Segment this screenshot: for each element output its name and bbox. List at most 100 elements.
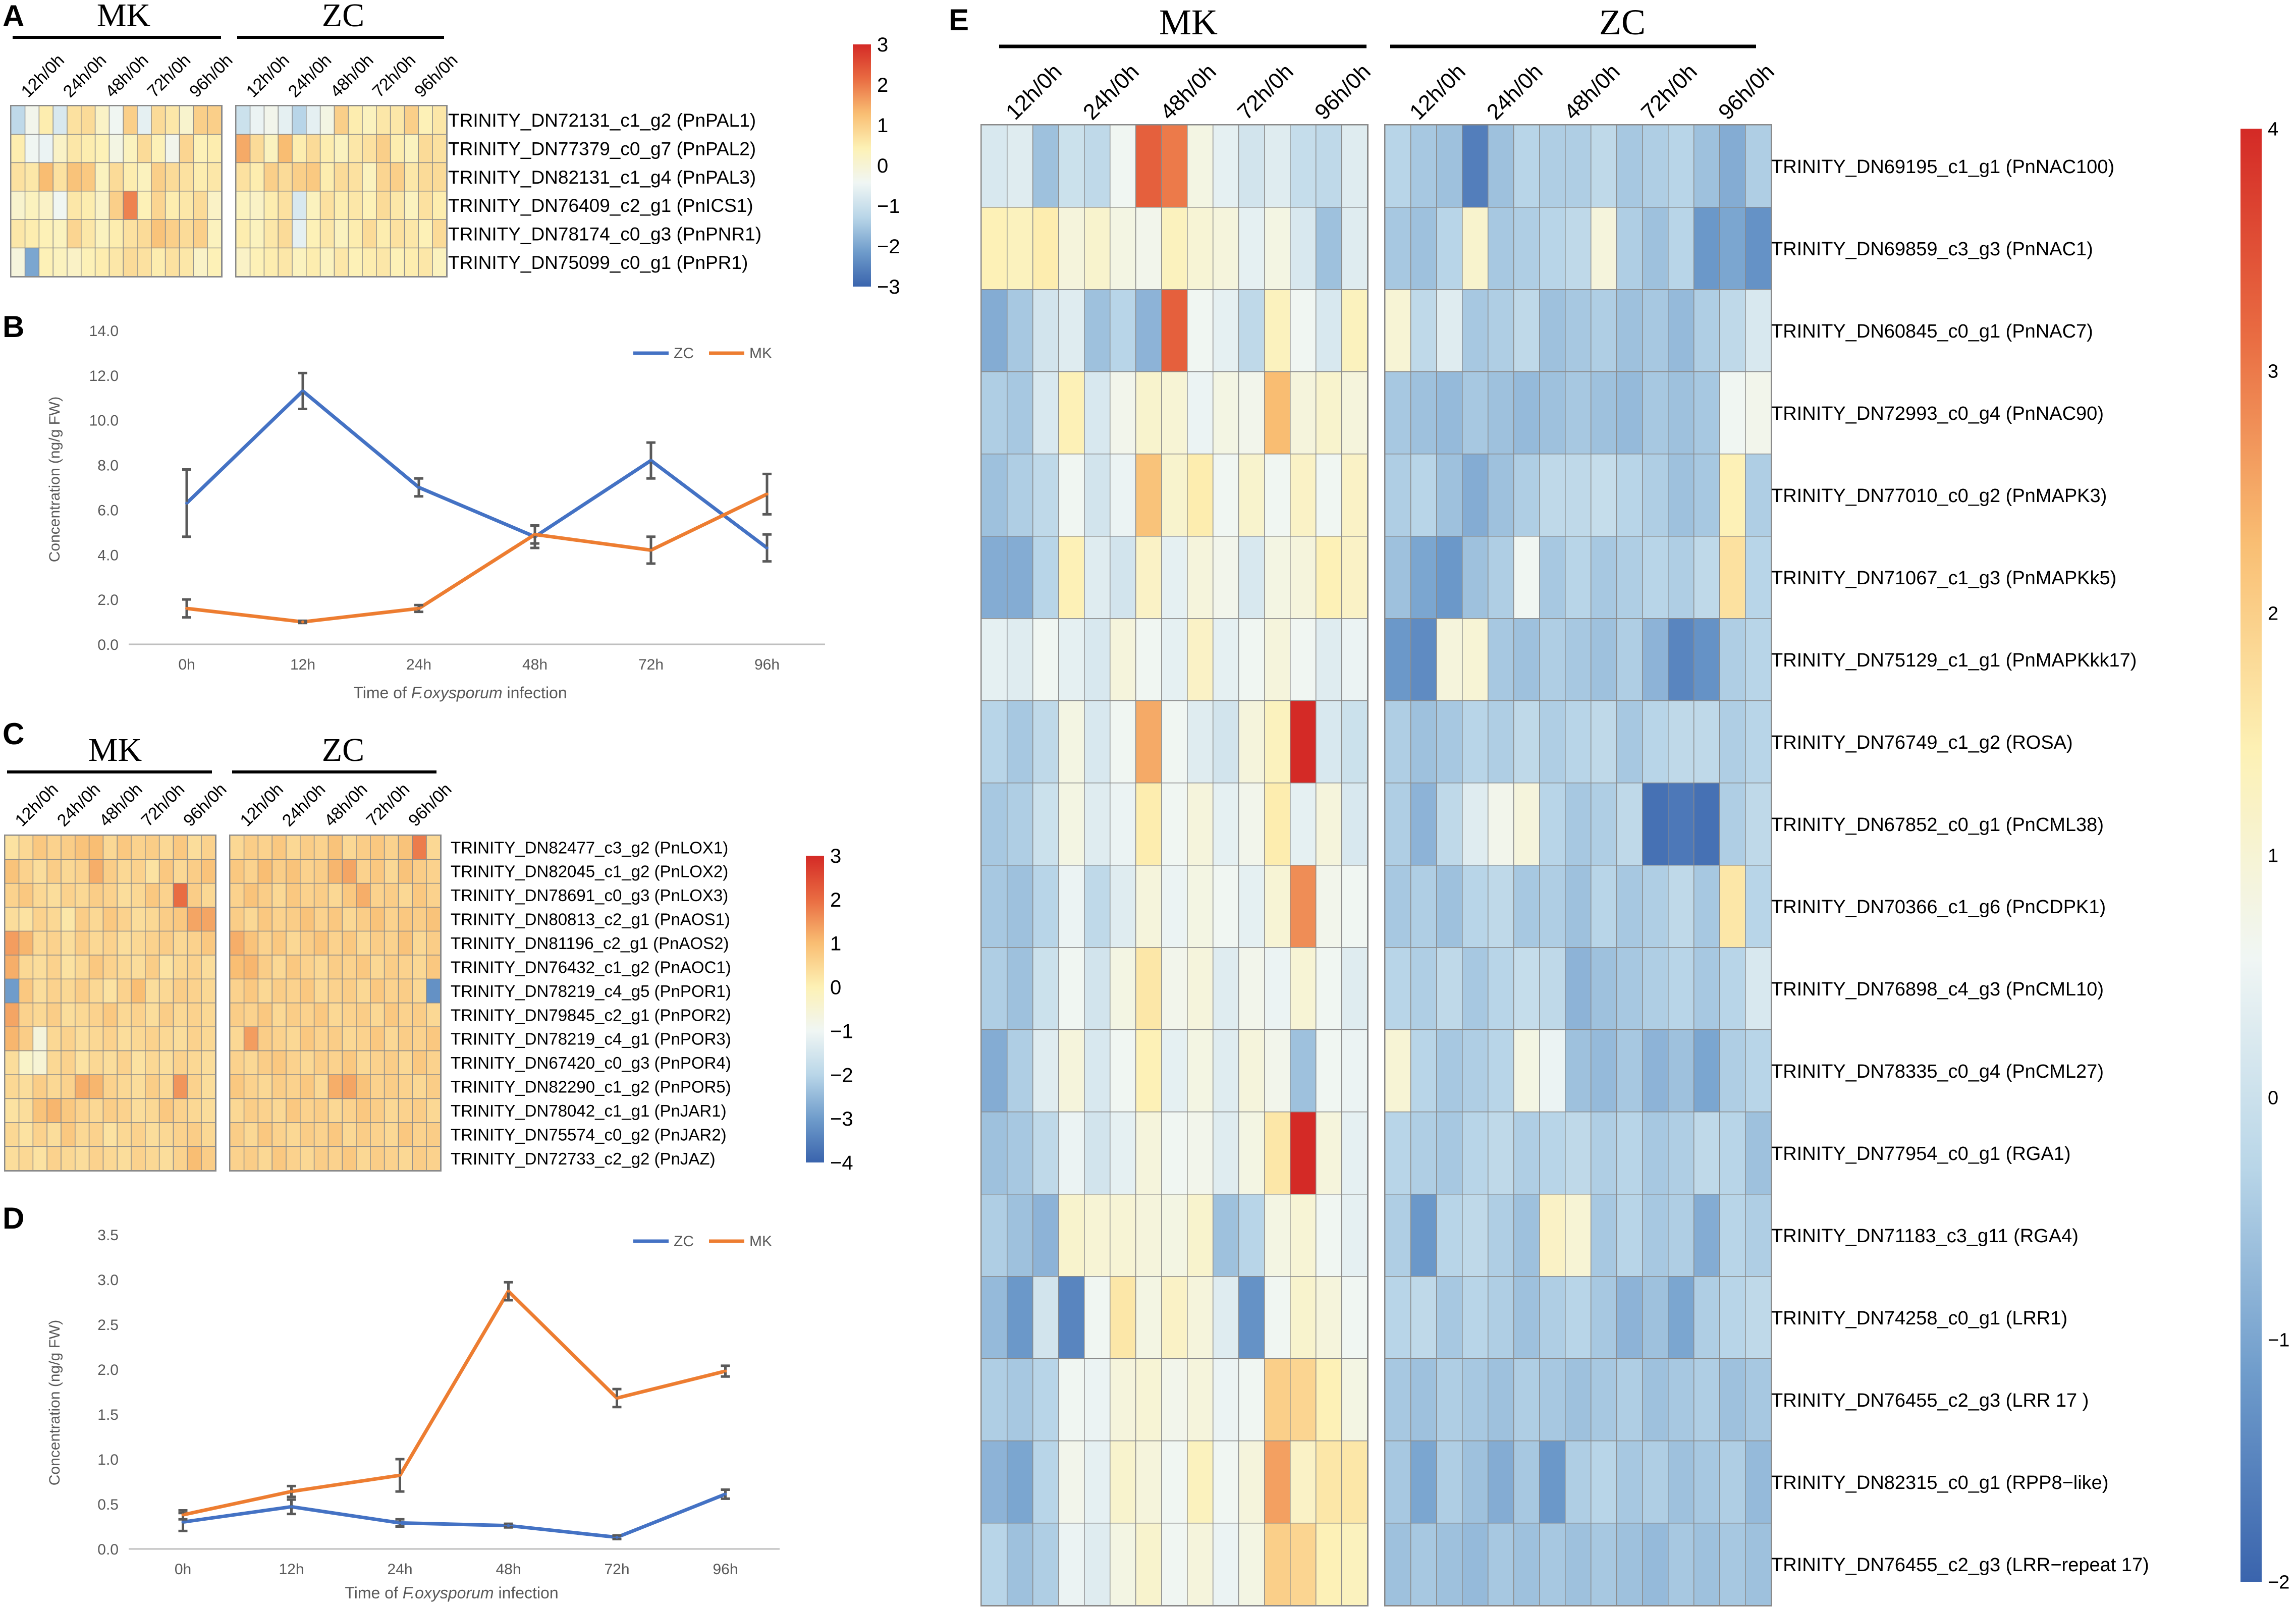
heatmap-cell [1385,865,1410,947]
heatmap-cell [201,1147,215,1170]
heatmap-cell [356,1123,370,1146]
gene-label: TRINITY_DN82315_c0_g1 (RPP8−like) [1771,1472,2108,1493]
heatmap-cell [342,859,356,883]
heatmap-cell [174,1027,187,1050]
heatmap-cell [1437,290,1462,371]
heatmap-cell [1342,1030,1367,1112]
heatmap-cell [1411,372,1436,454]
heatmap-cell [230,1099,244,1123]
heatmap-cell [1745,454,1771,536]
data-point [533,533,536,536]
heatmap-cell [159,836,173,859]
heatmap-cell [1059,948,1084,1029]
color-scale-tick: 3 [877,34,888,56]
x-tick-label: 12h [290,656,315,673]
heatmap-cell [412,883,426,907]
heatmap-cell [1033,619,1058,700]
heatmap-cell [1110,372,1135,454]
heatmap-cell [1745,1194,1771,1276]
heatmap-cell [1007,948,1032,1029]
heatmap-cell [1084,1359,1110,1440]
time-label: 72h/0h [363,780,413,830]
heatmap-cell [236,134,250,162]
heatmap-cell [399,1003,412,1027]
heatmap-cell [1617,1112,1642,1194]
heatmap-cell [19,955,33,979]
heatmap-cell [1033,1523,1058,1605]
heatmap-cell [1617,701,1642,783]
heatmap-cell [1591,1441,1616,1523]
heatmap-cell [1342,1441,1367,1523]
panel-d-letter: D [3,1201,24,1235]
heatmap-cell [145,907,159,931]
heatmap-cell [1059,454,1084,536]
heatmap-cell [1591,1277,1616,1358]
heatmap-cell [385,1003,398,1027]
heatmap-cell [1437,1359,1462,1440]
heatmap-cell [11,248,25,276]
heatmap-cell [131,1075,145,1098]
heatmap-cell [1668,454,1693,536]
heatmap-cell [258,979,272,1003]
heatmap-cell [335,191,348,219]
x-tick-label: 24h [406,656,431,673]
heatmap-cell [1694,701,1719,783]
heatmap-cell [180,191,193,219]
legend-label-zc: ZC [674,345,694,362]
panel-c-heatmap-mk [4,835,216,1172]
heatmap-cell [236,191,250,219]
heatmap-cell [1059,1194,1084,1276]
heatmap-cell [1213,454,1238,536]
heatmap-cell [272,979,286,1003]
heatmap-cell [320,248,334,276]
heatmap-cell [110,191,123,219]
heatmap-cell [1385,1277,1410,1358]
heatmap-cell [1136,619,1161,700]
heatmap-cell [258,1147,272,1170]
heatmap-cell [159,1099,173,1123]
heatmap-cell [1720,701,1745,783]
heatmap-cell [201,979,215,1003]
series-line-mk [182,1289,726,1517]
color-scale-tick: −2 [877,236,900,258]
heatmap-cell [370,907,384,931]
heatmap-cell [47,907,61,931]
heatmap-cell [1136,454,1161,536]
heatmap-cell [131,979,145,1003]
heatmap-cell [1187,701,1213,783]
heatmap-cell [19,1099,33,1123]
heatmap-cell [412,1027,426,1050]
heatmap-cell [193,219,207,248]
heatmap-cell [67,134,81,162]
heatmap-cell [1745,948,1771,1029]
heatmap-cell [426,1027,440,1050]
panel-c-group-mk: MK [88,732,142,768]
heatmap-cell [1342,372,1367,454]
heatmap-cell [1668,1194,1693,1276]
y-tick-label: 10.0 [89,413,119,429]
heatmap-cell [1136,1359,1161,1440]
heatmap-cell [75,1123,89,1146]
heatmap-cell [1136,1441,1161,1523]
heatmap-cell [11,134,25,162]
heatmap-cell [19,1027,33,1050]
legend-label-mk: MK [749,345,772,362]
heatmap-cell [1033,1441,1058,1523]
heatmap-cell [1290,1277,1316,1358]
heatmap-cell [1084,783,1110,865]
heatmap-cell [1136,865,1161,947]
heatmap-cell [1187,1441,1213,1523]
heatmap-cell [1385,1194,1410,1276]
heatmap-cell [399,883,412,907]
heatmap-cell [1643,125,1668,207]
heatmap-cell [81,106,95,134]
gene-label: TRINITY_DN75099_c0_g1 (PnPR1) [448,252,748,273]
heatmap-cell [61,931,75,955]
heatmap-cell [1265,1441,1290,1523]
heatmap-cell [981,1359,1007,1440]
heatmap-cell [1437,1194,1462,1276]
heatmap-cell [145,955,159,979]
heatmap-cell [1514,372,1539,454]
